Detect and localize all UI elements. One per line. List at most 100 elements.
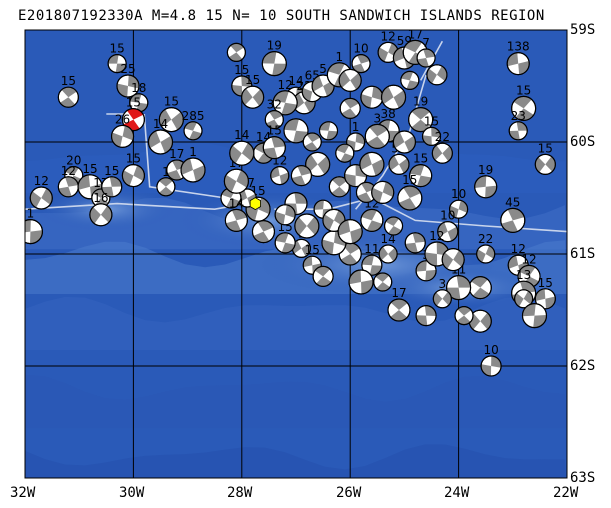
beachball-quadrant [341,108,357,119]
beachball-quadrant [422,135,432,146]
beachball-quadrant [100,205,112,223]
beachball-quadrant [376,282,391,291]
beachball-quadrant [355,164,367,178]
beachball-outline [305,151,331,177]
beachball-quadrant [269,110,283,120]
beachball-quadrant [339,71,351,88]
mechanism-depth-label: 32 [267,98,282,112]
beachball-outline [121,107,145,132]
beachball-quadrant [78,174,91,190]
focal-mechanism [392,130,416,154]
beachball-quadrant [257,153,273,164]
beachball-quadrant [230,43,244,53]
mechanism-depth-label: 15 [164,95,179,109]
beachball-outline [57,86,79,108]
beachball-quadrant [416,260,427,272]
beachball-quadrant [519,265,536,277]
beachball-outline [290,165,313,187]
beachball-quadrant [456,315,471,325]
focal-mechanism [335,143,355,163]
beachball-quadrant [355,133,365,145]
focal-mechanism [360,85,384,109]
focal-mechanism: 15 [121,152,145,188]
beachball-quadrant [340,254,358,265]
beachball-quadrant [390,310,408,322]
beachball-quadrant [379,246,389,261]
focal-mechanism: 10 [351,42,371,74]
mechanism-depth-label: 22 [478,232,493,246]
beachball-quadrant [316,276,332,287]
focal-mechanism: 15 [511,83,537,122]
beachball-outline [364,123,390,149]
mechanism-depth-label: 12 [34,174,49,188]
beachball-quadrant [398,158,409,174]
beachball-outline [359,151,385,177]
beachball-outline [416,48,436,68]
lat-label: 62S [570,358,596,374]
focal-mechanism: 19 [474,163,498,199]
beachball-outline [251,220,276,244]
beachball-quadrant [485,185,497,198]
focal-mechanism: 11 [446,263,472,301]
beachball-outline [392,130,416,154]
mechanism-depth-label: 12 [429,229,444,243]
beachball-outline [437,221,459,243]
focal-mechanism: 10 [449,187,469,219]
beachball-outline [241,85,265,109]
focal-mechanism [441,248,465,272]
beachball-quadrant [442,146,453,162]
beachball-outline [388,153,410,175]
beachball-quadrant [367,136,386,149]
beachball-outline [506,51,530,76]
beachball-quadrant [241,88,253,106]
beachball-quadrant [262,51,277,64]
beachball-quadrant [442,252,454,269]
beachball-quadrant [294,217,307,236]
lat-label: 63S [570,470,596,486]
beachball-outline [508,121,528,141]
beachball-outline [302,255,322,275]
beachball-quadrant [228,52,243,62]
beachball-outline [274,204,296,226]
beachball-outline [500,207,526,233]
focal-mechanism: 3 [432,277,452,309]
mechanism-depth-label: 15 [109,42,124,56]
focal-mechanism: 17 [387,286,411,322]
beachball-quadrant [398,198,417,210]
beachball-quadrant [314,266,331,277]
beachball-outline [431,142,453,164]
beachball-outline [110,124,135,148]
beachball-quadrant [101,186,114,197]
beachball-quadrant [252,89,264,106]
focal-mechanism: 15 [101,164,123,198]
beachball-quadrant [423,48,435,58]
beachball-outline [283,118,309,144]
mechanism-depth-label: 15 [538,141,553,155]
mechanism-depth-label: 15 [516,83,531,97]
mechanism-depth-label: 1 [27,207,35,221]
mechanism-depth-label: 285 [182,109,205,123]
beachball-quadrant [116,83,128,97]
focal-mechanism: 1 [25,207,44,245]
beachball-quadrant [241,75,252,88]
beachball-outline [511,95,537,122]
mechanism-depth-label: 23 [511,109,526,123]
beachball-quadrant [127,108,144,120]
beachball-outline [274,232,296,254]
beachball-outline [223,168,249,194]
beachball-outline [514,289,534,309]
mechanism-depth-label: 14 [380,232,395,246]
focal-mechanism: 12 [29,174,53,210]
beachball-quadrant [171,112,184,130]
beachball-quadrant [385,216,399,226]
beachball-quadrant [388,226,402,235]
mechanism-depth-label: 1 [336,50,344,64]
beachball-outline [361,254,383,276]
mechanism-depth-label: 15 [126,96,141,110]
focal-mechanism: 16 [89,191,113,227]
focal-mechanism [348,269,374,295]
beachball-quadrant [303,256,313,268]
focal-mechanism [290,165,313,187]
focal-mechanism: 12 [270,154,290,186]
focal-mechanism [404,232,426,254]
